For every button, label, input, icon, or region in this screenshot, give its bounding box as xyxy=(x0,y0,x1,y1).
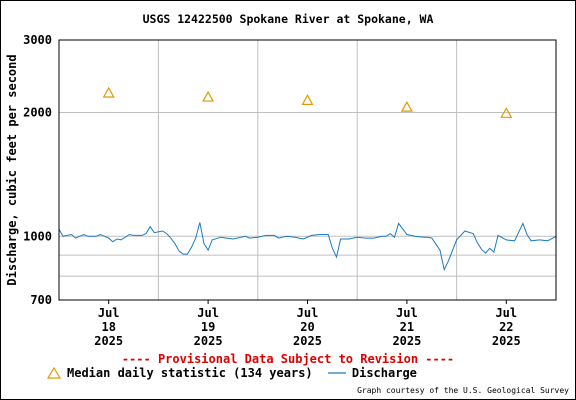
hydrograph-chart: Jul182025Jul192025Jul202025Jul212025Jul2… xyxy=(5,33,557,348)
credit-text: Graph courtesy of the U.S. Geological Su… xyxy=(357,386,569,395)
median-point xyxy=(102,86,115,98)
x-tick-day: 18 xyxy=(101,320,115,334)
x-tick-month: Jul xyxy=(396,306,418,320)
median-point xyxy=(500,107,513,118)
line-marker-icon xyxy=(327,372,346,374)
median-point xyxy=(400,100,413,112)
plot-area xyxy=(59,40,556,300)
legend-item-median: Median daily statistic (134 years) xyxy=(47,366,313,380)
y-tick-label: 1000 xyxy=(23,229,52,243)
triangle-marker-icon xyxy=(47,367,61,379)
legend-label-discharge: Discharge xyxy=(351,366,417,380)
x-tick-year: 2025 xyxy=(194,334,223,348)
x-tick-day: 22 xyxy=(499,320,513,334)
x-tick-year: 2025 xyxy=(293,334,322,348)
y-tick-label: 700 xyxy=(30,293,52,307)
x-tick-month: Jul xyxy=(98,306,120,320)
chart-legend: Median daily statistic (134 years) Disch… xyxy=(47,366,425,382)
median-point xyxy=(202,90,215,102)
x-tick-year: 2025 xyxy=(94,334,123,348)
provisional-notice: ---- Provisional Data Subject to Revisio… xyxy=(121,352,455,366)
x-tick-month: Jul xyxy=(495,306,517,320)
x-tick-month: Jul xyxy=(297,306,319,320)
x-tick-day: 20 xyxy=(300,320,314,334)
x-tick-day: 21 xyxy=(400,320,414,334)
y-axis-label: Discharge, cubic feet per second xyxy=(5,54,19,285)
legend-item-discharge: Discharge xyxy=(327,366,417,380)
x-tick-day: 19 xyxy=(201,320,215,334)
discharge-line xyxy=(58,222,557,272)
x-tick-month: Jul xyxy=(197,306,219,320)
x-tick-year: 2025 xyxy=(492,334,521,348)
y-tick-label: 3000 xyxy=(23,33,52,47)
y-tick-label: 2000 xyxy=(23,105,52,119)
x-tick-year: 2025 xyxy=(392,334,421,348)
legend-label-median: Median daily statistic (134 years) xyxy=(67,366,313,380)
page-title: USGS 12422500 Spokane River at Spokane, … xyxy=(142,12,434,26)
median-point xyxy=(301,94,314,105)
